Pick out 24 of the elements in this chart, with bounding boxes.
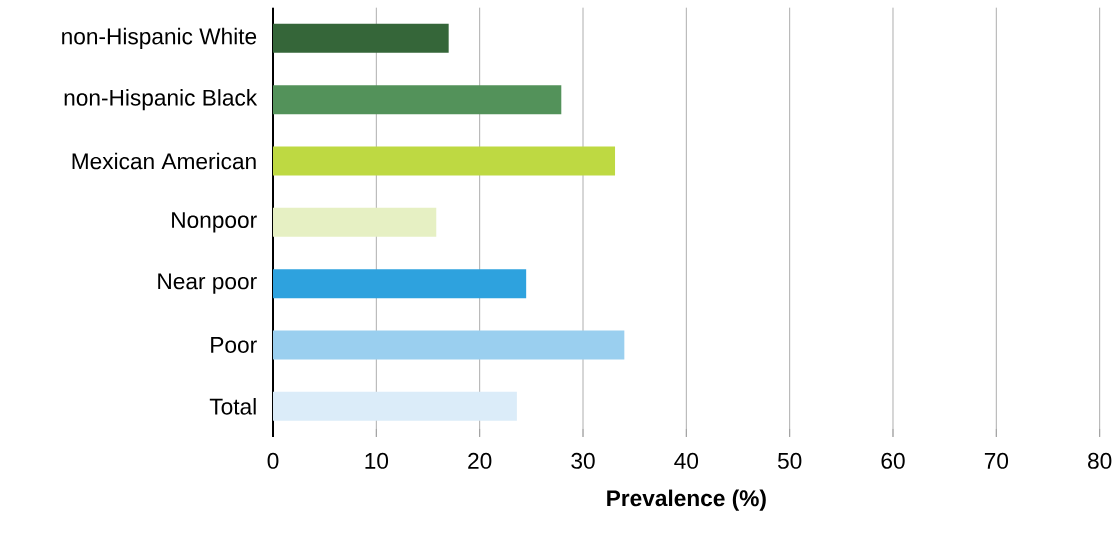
- y-tick-label: non-Hispanic White: [62, 27, 257, 49]
- x-tick-label: 60: [881, 452, 905, 469]
- x-tick-label: 20: [468, 452, 492, 469]
- x-axis-title: Prevalence (%): [607, 489, 766, 511]
- x-tick-label: 80: [1088, 452, 1112, 469]
- x-tick-label: 0: [267, 452, 279, 469]
- y-tick-label: Poor: [211, 337, 257, 353]
- y-tick-label: Near poor: [158, 273, 257, 294]
- x-tick-label: 50: [777, 452, 802, 469]
- bar: [273, 23, 449, 53]
- x-tick-label: 10: [365, 452, 389, 469]
- x-tick-label: 30: [571, 452, 595, 469]
- x-tick-label: 40: [674, 452, 699, 469]
- bar: [273, 269, 527, 299]
- bar: [273, 391, 517, 421]
- y-tick-label: Mexican American: [72, 152, 256, 170]
- bar: [273, 207, 437, 237]
- x-tick-label: 70: [984, 452, 1009, 469]
- bar: [273, 330, 625, 360]
- y-tick-label: non-Hispanic Black: [64, 89, 258, 111]
- y-tick-label: Total: [209, 398, 256, 415]
- bar: [273, 85, 562, 115]
- bar: [273, 146, 616, 176]
- y-tick-label: Nonpoor: [172, 212, 257, 233]
